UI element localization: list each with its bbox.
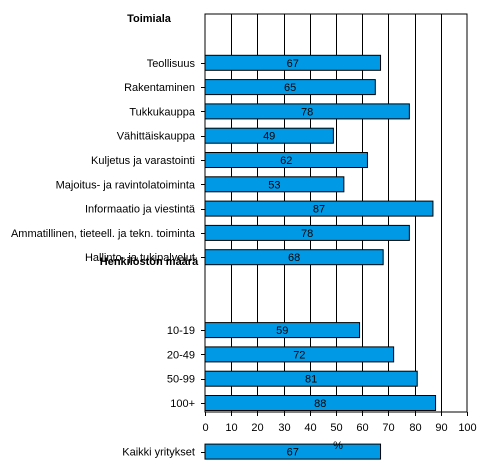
bar — [204, 200, 434, 217]
x-tick-label: 50 — [330, 422, 342, 434]
category-label: Hallinto- ja tukipalvelut — [85, 252, 195, 264]
x-tick-label: 0 — [202, 422, 208, 434]
category-label: 20-49 — [167, 349, 195, 361]
category-label: Tukkukauppa — [129, 106, 196, 118]
group-label: Toimiala — [127, 13, 172, 25]
bar-value-label: 78 — [301, 228, 313, 240]
category-labels: Toimiala Teollisuus Rakentaminen Tukkukaupp… — [11, 13, 199, 459]
x-tick-label: 40 — [304, 422, 316, 434]
category-label: Kaikki yritykset — [122, 447, 195, 459]
category-label: Teollisuus — [147, 58, 196, 70]
group-label: Henkilöstön määrä — [100, 256, 199, 268]
bar — [204, 54, 382, 71]
bar-value-label: 53 — [268, 179, 280, 191]
bar-value-label: 72 — [293, 349, 305, 361]
bar-value-label: 88 — [314, 398, 326, 410]
bar-value-label: 78 — [301, 106, 313, 118]
bar-value-label: 59 — [276, 325, 288, 337]
x-axis: 0 10 20 30 40 50 60 70 80 90 100 — [201, 63, 477, 453]
x-tick-label: 20 — [251, 422, 263, 434]
category-label: 50-99 — [167, 374, 195, 386]
category-label: 10-19 — [167, 325, 195, 337]
bar — [204, 224, 410, 241]
category-label: Ammatillinen, tieteell. ja tekn. toimint… — [11, 228, 196, 240]
category-label: 100+ — [170, 398, 195, 410]
x-axis-title: % — [333, 440, 343, 452]
bar-value-label: 65 — [284, 82, 296, 94]
x-tick-label: 80 — [409, 422, 421, 434]
category-label: Majoitus- ja ravintolatoiminta — [56, 179, 196, 191]
bar-value-label: 81 — [305, 374, 317, 386]
bar-value-label: 68 — [288, 252, 300, 264]
bar-value-label: 87 — [313, 204, 325, 216]
bar — [204, 370, 418, 387]
bar — [204, 127, 334, 144]
bar-value-label: 67 — [287, 447, 299, 459]
bar — [204, 443, 382, 460]
bar-value-label: 67 — [287, 58, 299, 70]
category-label: Kuljetus ja varastointi — [91, 155, 195, 167]
x-tick-label: 100 — [458, 422, 476, 434]
x-tick-label: 90 — [435, 422, 447, 434]
x-tick-label: 30 — [278, 422, 290, 434]
category-label: Rakentaminen — [124, 82, 195, 94]
category-label: Informaatio ja viestintä — [85, 204, 196, 216]
x-tick-label: 60 — [356, 422, 368, 434]
x-tick-label: 10 — [225, 422, 237, 434]
category-label: Vähittäiskauppa — [117, 131, 196, 143]
bar-value-label: 49 — [263, 131, 275, 143]
x-tick-label: 70 — [382, 422, 394, 434]
bar-value-label: 62 — [280, 155, 292, 167]
